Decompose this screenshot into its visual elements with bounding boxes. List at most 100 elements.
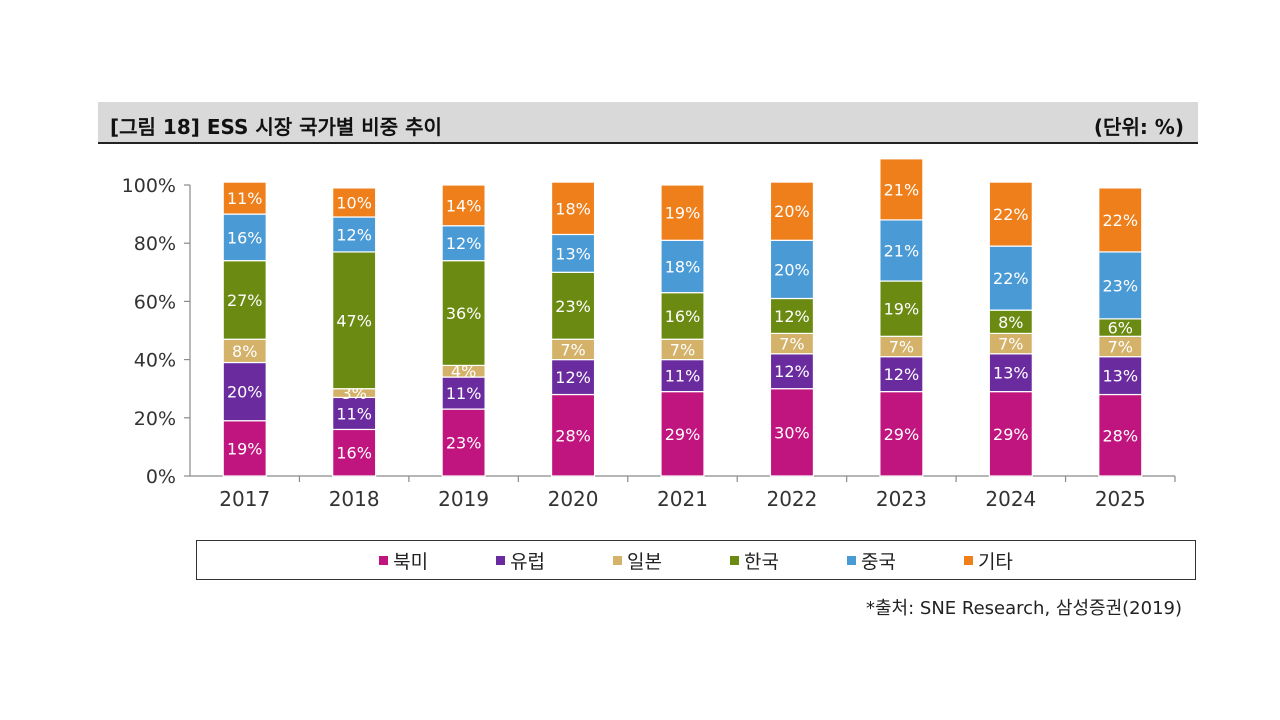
bar-segment [222,213,267,262]
data-label: 36% [446,304,482,323]
legend-item: 북미 [379,547,428,574]
data-label: 12% [446,234,482,253]
data-label: 11% [446,384,482,403]
data-label: 20% [774,260,810,279]
data-label: 7% [889,338,914,357]
bar-segment [660,292,705,340]
y-tick-label: 0% [146,466,176,488]
bar-segment [441,184,486,227]
bar-segment [988,245,1033,311]
data-label: 8% [998,313,1023,332]
x-tick-label: 2017 [219,487,270,511]
chart-title: [그림 18] ESS 시장 국가별 비중 추이 [110,115,442,139]
data-label: 28% [555,426,591,445]
y-tick-label: 100% [122,175,176,197]
x-tick-label: 2024 [985,487,1036,511]
legend-swatch [379,555,389,565]
bar-segment [1098,187,1143,253]
bar-segment [879,219,924,282]
bar-segment [988,353,1033,393]
data-label: 29% [884,425,920,444]
legend-label: 한국 [744,550,779,573]
bar-segment [222,260,267,340]
legend-item: 일본 [613,547,662,574]
legend-swatch [846,555,856,565]
bar-segment [660,391,705,477]
data-label: 16% [227,228,263,247]
data-label: 16% [665,307,701,326]
bar-segment [550,271,596,340]
data-label: 10% [336,193,372,212]
bar-segment [332,187,377,218]
data-label: 22% [993,269,1029,288]
bar-segment [1098,251,1143,320]
bar-segment [660,184,705,241]
legend-item: 기타 [963,547,1013,574]
legend-swatch [496,555,506,565]
bar-segment [988,391,1033,477]
bar-segment [222,420,267,477]
chart-header: [그림 18] ESS 시장 국가별 비중 추이 (단위: %) [98,102,1198,144]
data-label: 23% [1102,276,1138,295]
legend-swatch [613,555,623,565]
data-label: 29% [993,425,1029,444]
data-label: 7% [670,340,695,359]
data-label: 27% [227,291,263,310]
data-label: 11% [665,367,701,386]
x-tick-label: 2019 [438,487,489,511]
data-label: 16% [336,444,372,463]
bar-segment [879,391,924,477]
bar-segment [660,359,705,393]
bar-segment [550,233,596,273]
stacked-bar-chart: 0% 20% 40% 60% 80% 100% 19% 20% 8% 27% 16% 11% 2017 1… [122,158,1176,511]
bar-segment [332,251,377,390]
data-label: 47% [336,311,372,330]
legend-swatch [963,555,973,565]
data-label: 14% [446,196,482,215]
bar-segment [879,158,924,221]
data-label: 18% [665,257,701,276]
bar-segment [441,408,486,477]
bar-segment [222,361,267,422]
data-label: 19% [884,300,920,319]
y-tick-label: 40% [134,350,176,372]
chart-legend: 북미 유럽 일본 한국 중국 기타 [196,540,1196,580]
data-label: 12% [774,362,810,381]
data-label: 19% [227,439,263,458]
source-note: *출처: SNE Research, 삼성증권(2019) [866,598,1182,619]
bar-segment [769,297,815,335]
data-label: 20% [227,383,263,402]
bar-segment [550,393,596,477]
data-label: 12% [884,365,920,384]
bar-segment [222,181,267,215]
y-tick-label: 80% [134,233,176,255]
data-label: 11% [336,404,372,423]
data-label: 7% [1108,338,1133,357]
legend-item: 한국 [730,547,779,574]
bar-segment [769,181,815,241]
unit-label: (단위: %) [1093,115,1184,139]
legend-label: 북미 [393,550,429,573]
data-label: 11% [227,189,263,208]
bar-segment [441,260,486,367]
x-tick-label: 2018 [329,487,380,511]
data-label: 28% [1102,426,1138,445]
legend-item: 중국 [846,547,896,574]
data-label: 19% [665,204,701,223]
data-label: 7% [560,340,585,359]
bar-segment [550,181,596,236]
x-tick-label: 2025 [1095,487,1146,511]
data-label: 12% [774,307,810,326]
data-label: 29% [665,425,701,444]
data-label: 20% [774,202,810,221]
data-label: 21% [884,241,920,260]
data-label: 30% [774,423,810,442]
legend-label: 기타 [977,550,1013,573]
bar-segment [988,181,1033,247]
bar-segment [769,388,815,477]
legend-swatch [730,555,739,565]
y-tick-label: 60% [134,291,176,313]
data-label: 22% [993,205,1029,224]
data-label: 22% [1102,211,1138,230]
data-label: 12% [555,368,591,387]
